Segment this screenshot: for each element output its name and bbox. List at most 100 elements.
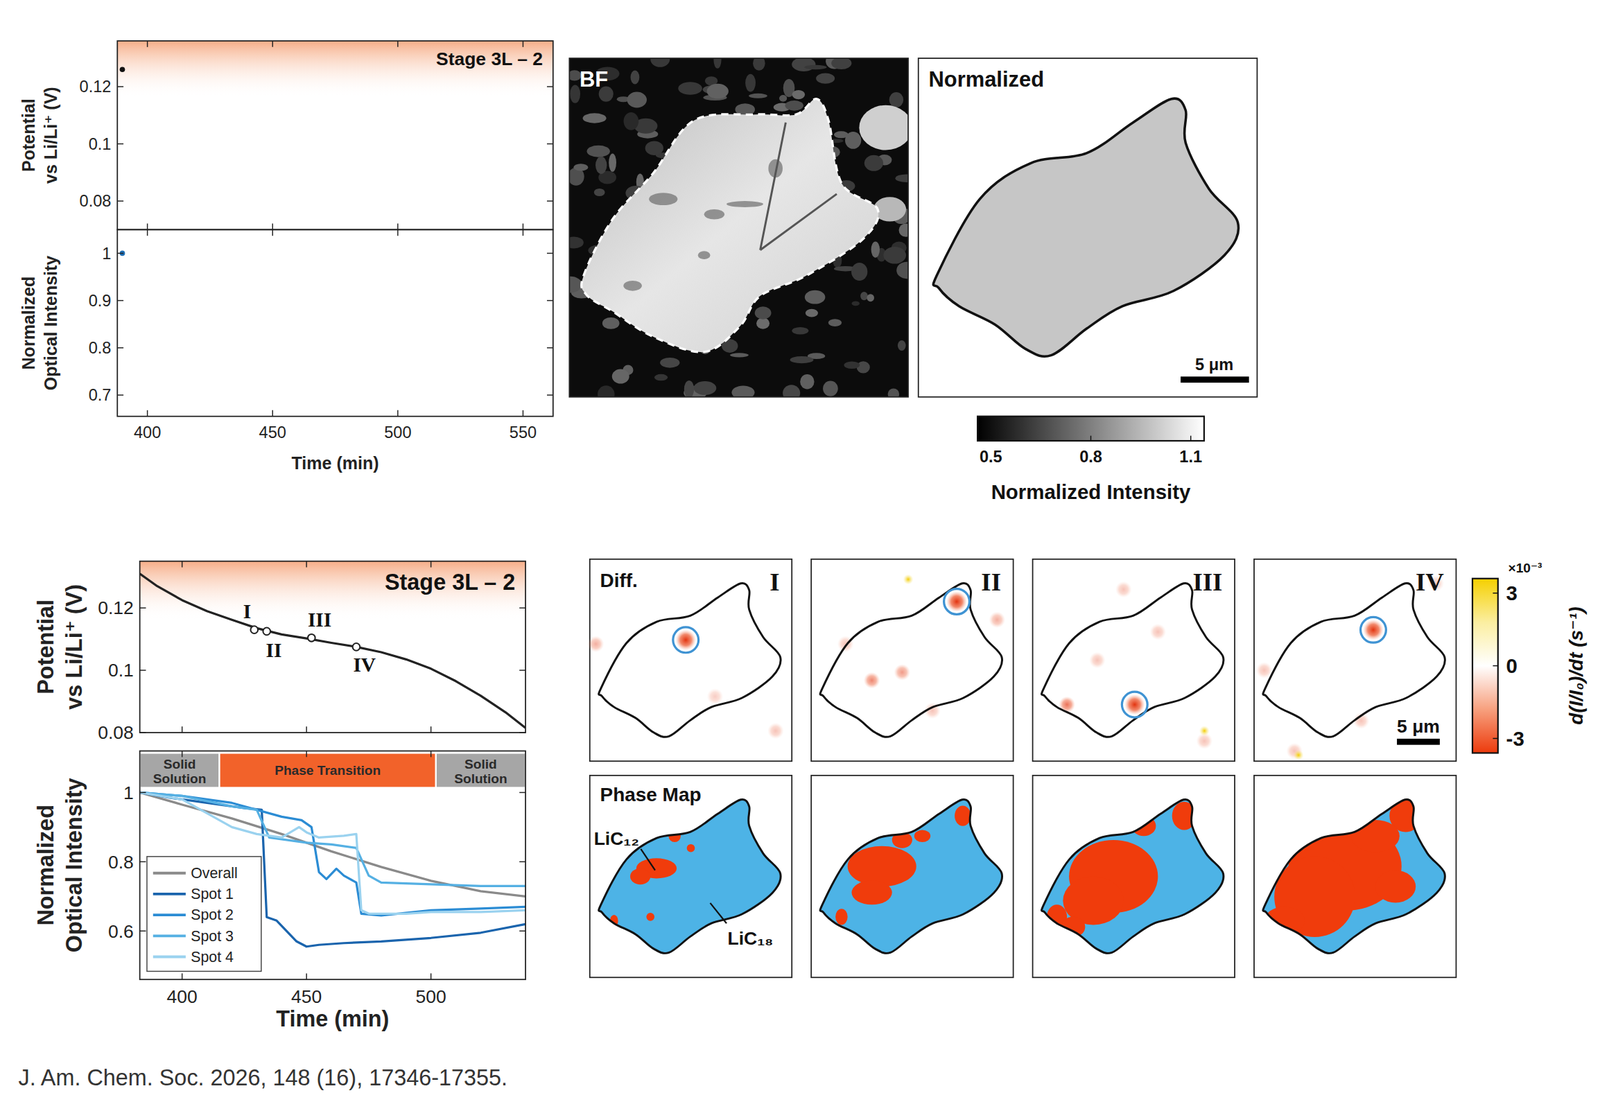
- colorbar-tick-label: 0.8: [1079, 447, 1103, 466]
- bf-outline: [581, 99, 880, 353]
- plot-frame: [117, 40, 554, 230]
- legend-swatch: [153, 872, 186, 875]
- colorbar-tick: [990, 436, 992, 441]
- plot-area: [117, 40, 554, 99]
- bf-texture: [845, 131, 862, 150]
- bf-texture: [729, 352, 749, 358]
- panel-label: Diff.: [600, 569, 638, 592]
- bf-texture: [626, 92, 647, 109]
- panel-frame: [589, 775, 792, 978]
- y-axis-title: vs Li/Li⁺ (V): [61, 584, 87, 710]
- phase-lic12: [630, 868, 651, 885]
- phase-region-label: Phase Transition: [274, 763, 381, 778]
- bf-texture: [693, 381, 717, 396]
- phase-lic18: [1263, 799, 1446, 954]
- scale-bar: [1180, 376, 1250, 383]
- bf-texture: [883, 246, 907, 265]
- bf-feature: [623, 280, 642, 292]
- particle-outline: [1263, 583, 1446, 737]
- y-axis-title: Optical Intensity: [61, 777, 87, 953]
- panel-frame: [811, 775, 1013, 978]
- bf-texture: [650, 58, 670, 68]
- diff-blob: [1256, 662, 1273, 679]
- phase-region: [140, 752, 220, 788]
- y-tick: [546, 394, 554, 396]
- y-tick: [546, 143, 554, 145]
- bf-texture: [800, 374, 814, 389]
- particle-outline: [598, 799, 782, 954]
- marker: [262, 628, 271, 636]
- diff-blob: [1362, 619, 1384, 640]
- diff-blob: [587, 635, 605, 653]
- colorbar-title: Normalized Intensity: [991, 480, 1191, 504]
- x-tick: [146, 40, 148, 48]
- legend-box: [146, 856, 262, 972]
- colorbar-tick-label: 1.1: [1179, 447, 1203, 466]
- bf-texture: [831, 58, 852, 70]
- diff-map: [820, 574, 1006, 738]
- bf-texture: [897, 340, 907, 351]
- bf-texture: [707, 83, 729, 99]
- x-tick-label: 450: [259, 423, 287, 442]
- y-tick-label: 0.12: [97, 597, 134, 619]
- diff-blob: [1115, 581, 1133, 599]
- y-tick-label: 0.08: [97, 722, 134, 744]
- x-tick-label: 450: [291, 986, 322, 1008]
- plot-area: [140, 561, 526, 729]
- shaded-band: [117, 40, 554, 99]
- y-tick: [117, 394, 124, 396]
- particle-outline: [1041, 799, 1224, 954]
- y-tick: [546, 253, 554, 254]
- y-tick: [519, 861, 526, 863]
- x-tick: [430, 561, 432, 568]
- plot-area: [140, 752, 526, 947]
- particle-outline: [598, 583, 782, 737]
- bf-texture: [784, 100, 803, 111]
- colorbar-tick: [1190, 436, 1191, 441]
- y-axis-title-group: NormalizedOptical Intensity: [18, 255, 61, 391]
- bf-texture: [756, 317, 770, 329]
- bf-texture: [888, 388, 900, 397]
- phase-lic12: [1375, 870, 1416, 904]
- panel-frame: [811, 559, 1013, 762]
- y-axis-title-group: Potentialvs Li/Li⁺ (V): [18, 86, 61, 184]
- y-tick: [117, 300, 124, 301]
- phase-lic12: [1264, 906, 1305, 936]
- legend-swatch: [153, 934, 186, 938]
- x-tick: [522, 40, 524, 48]
- marker-label: II: [266, 639, 283, 662]
- bf-texture: [731, 385, 755, 397]
- phase-region-label: SolidSolution: [454, 757, 507, 787]
- y-tick-label: 0.1: [88, 135, 112, 154]
- phase-region-label: SolidSolution: [153, 757, 206, 787]
- panel-label: Phase Map: [600, 784, 702, 806]
- panel-frame: [1032, 559, 1235, 762]
- frame-label: I: [769, 567, 780, 597]
- background: [0, 0, 1600, 1102]
- bf-texture: [754, 306, 772, 319]
- x-tick: [146, 223, 148, 231]
- bf-feature: [648, 192, 678, 206]
- chart-title: Stage 3L – 2: [436, 48, 543, 70]
- x-tick: [146, 410, 148, 417]
- colorbar-tick: [1492, 592, 1498, 594]
- y-tick: [546, 347, 554, 349]
- panel-label: BF: [579, 67, 608, 92]
- legend-label: Overall: [190, 865, 238, 882]
- bf-texture: [896, 262, 909, 280]
- diff-blob: [894, 664, 911, 681]
- colorbar-tick-label: 0: [1506, 654, 1518, 678]
- scale-bar: [1396, 738, 1440, 746]
- particle-outline: [1041, 583, 1224, 737]
- bf-texture: [569, 237, 584, 249]
- marker-label: III: [307, 608, 332, 631]
- y-tick: [117, 85, 124, 87]
- phase-lic12: [847, 846, 917, 887]
- frame-label: III: [1192, 567, 1223, 597]
- x-tick: [271, 410, 273, 417]
- phase-lic12: [851, 880, 892, 905]
- y-axis-title: Normalized: [33, 804, 59, 927]
- bf-texture: [804, 65, 827, 70]
- x-tick: [271, 229, 273, 236]
- diff-map: [1256, 575, 1446, 761]
